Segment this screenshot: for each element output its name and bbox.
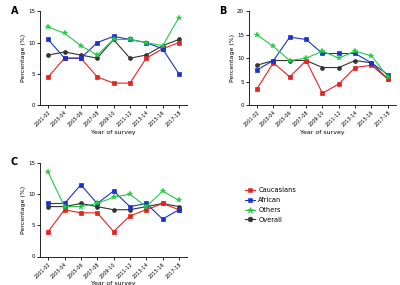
X-axis label: Year of survey: Year of survey: [300, 130, 345, 135]
Y-axis label: Percentage (%): Percentage (%): [21, 186, 26, 234]
Text: A: A: [10, 6, 18, 16]
Legend: Caucasians, African, Others, Overall: Caucasians, African, Others, Overall: [245, 187, 296, 223]
Y-axis label: Percentage (%): Percentage (%): [230, 34, 235, 82]
X-axis label: Year of survey: Year of survey: [91, 130, 136, 135]
Text: B: B: [220, 6, 227, 16]
Text: C: C: [10, 157, 18, 167]
X-axis label: Year of survey: Year of survey: [91, 282, 136, 285]
Y-axis label: Percentage (%): Percentage (%): [21, 34, 26, 82]
